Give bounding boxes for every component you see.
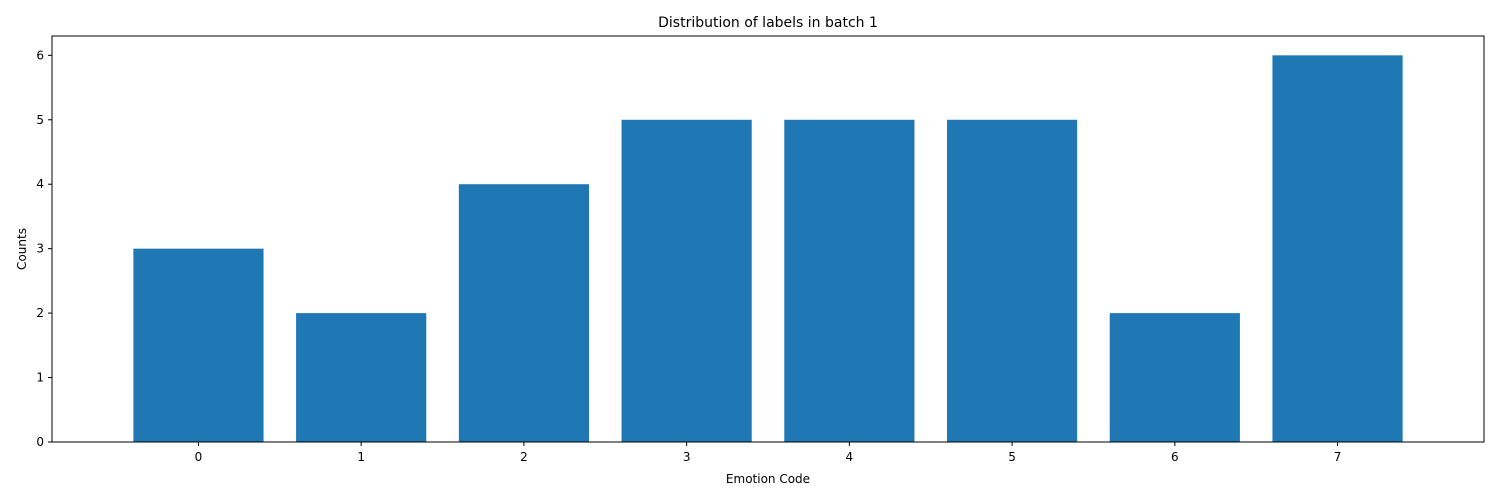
bar-2 [458,184,589,442]
x-axis-label: Emotion Code [726,472,810,486]
y-tick-label-3: 3 [36,242,44,256]
bar-4 [784,119,915,443]
plot-area [133,55,1403,443]
y-axis: 0 1 2 3 4 5 6 [36,48,52,449]
x-tick-label-5: 5 [1008,450,1016,464]
x-tick-label-0: 0 [195,450,203,464]
y-tick-label-5: 5 [36,113,44,127]
bar-3 [621,119,752,443]
x-tick-label-2: 2 [520,450,528,464]
y-tick-label-2: 2 [36,306,44,320]
x-tick-label-7: 7 [1334,450,1342,464]
plot-frame [51,35,1485,443]
bar-0 [133,248,264,442]
y-tick-label-0: 0 [36,435,44,449]
bar-1 [296,313,427,442]
y-tick-label-1: 1 [36,371,44,385]
bar-5 [947,119,1078,443]
bar-7 [1272,55,1403,442]
bar-6 [1109,313,1240,442]
x-axis: 0 1 2 3 4 5 6 7 [195,442,1342,464]
y-axis-label: Counts [15,228,29,270]
x-tick-label-3: 3 [683,450,691,464]
x-tick-label-6: 6 [1171,450,1179,464]
y-tick-label-6: 6 [36,48,44,62]
chart-title: Distribution of labels in batch 1 [658,15,878,31]
x-tick-label-1: 1 [357,450,365,464]
x-tick-label-4: 4 [846,450,854,464]
y-tick-label-4: 4 [36,177,44,191]
